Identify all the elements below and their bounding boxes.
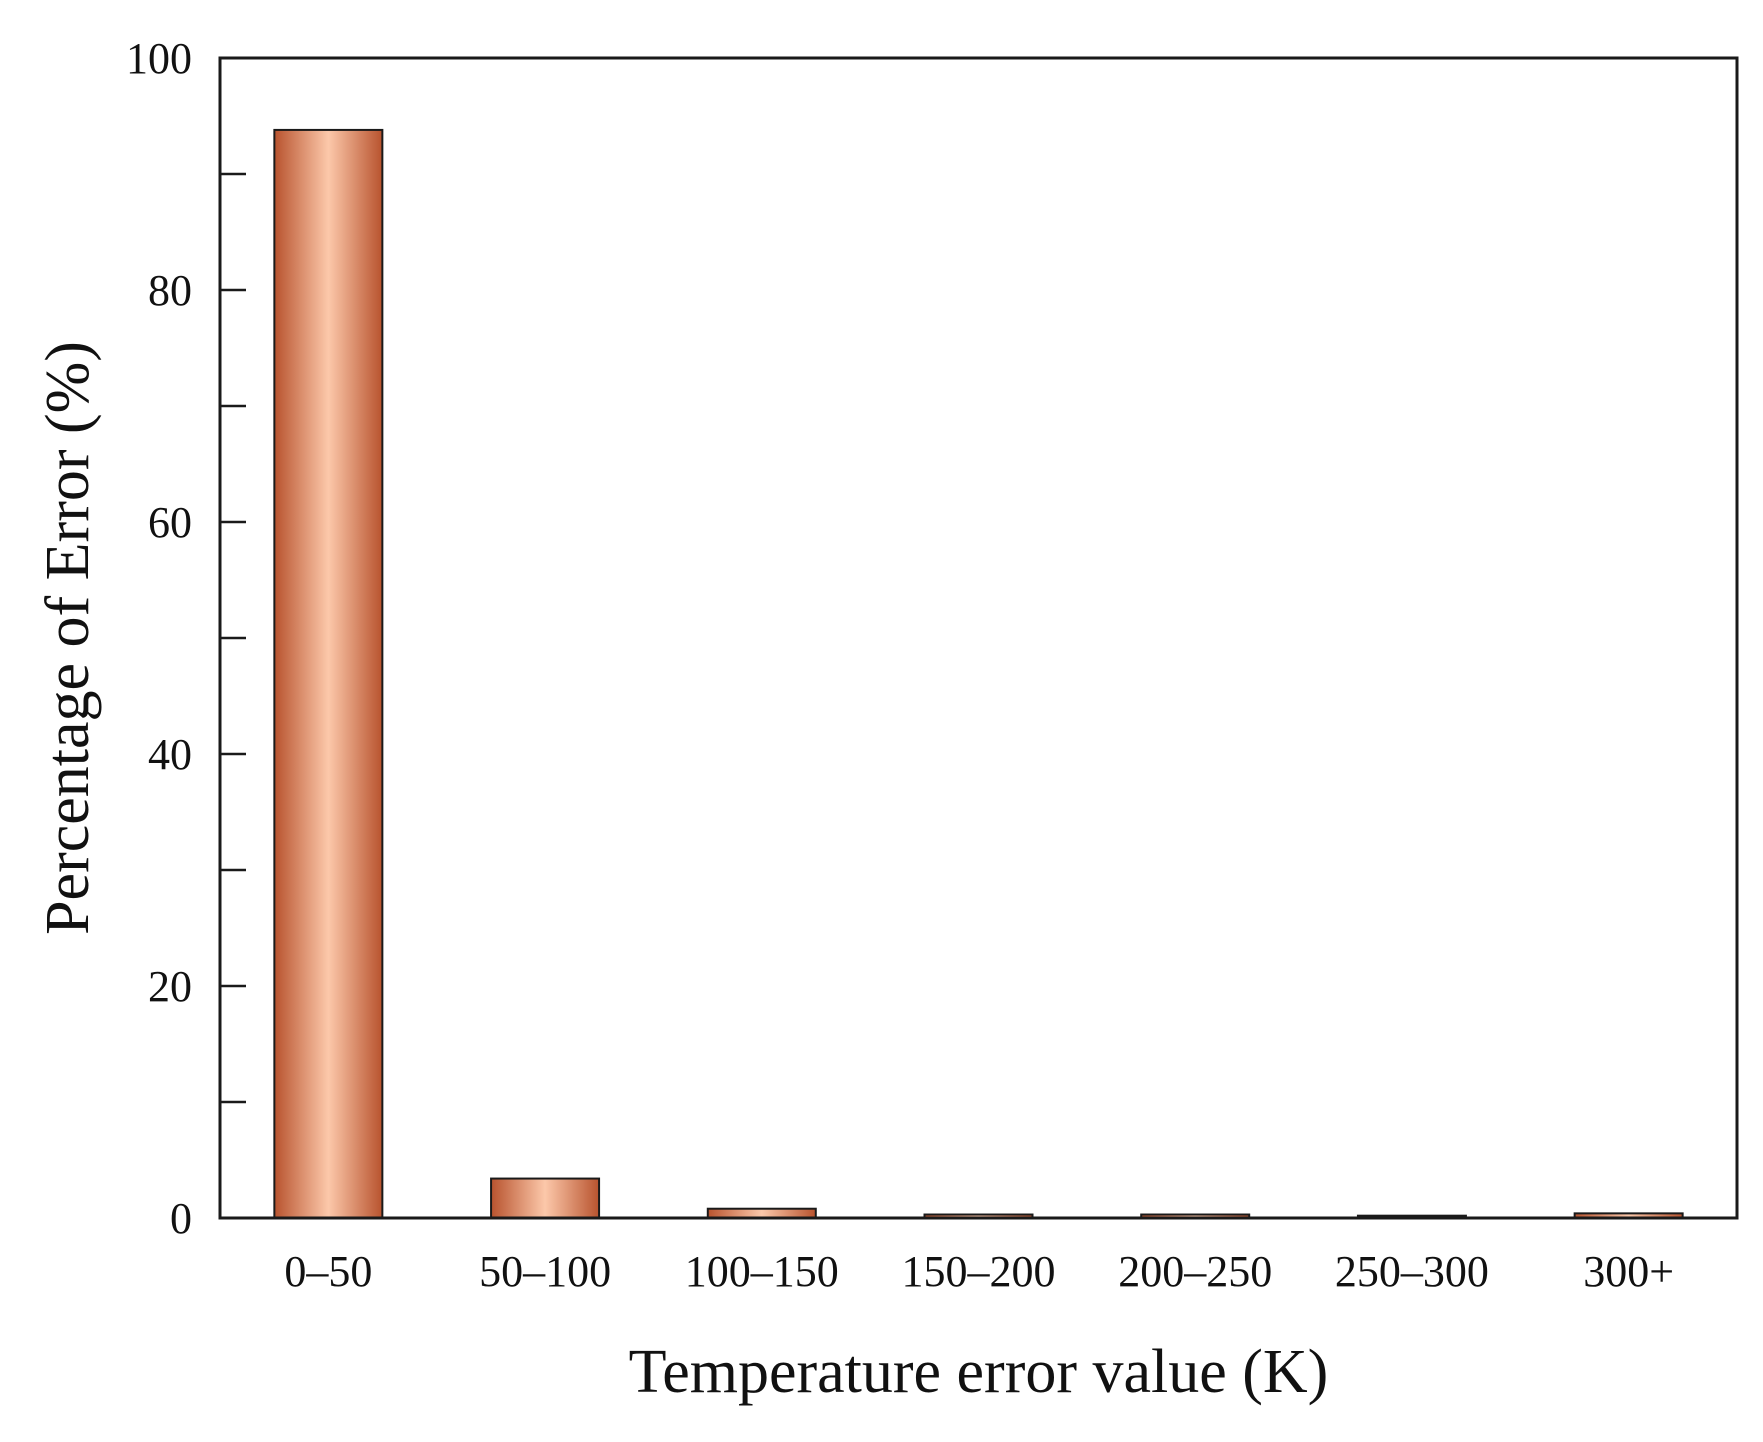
plot-area-frame bbox=[218, 56, 1739, 1220]
x-axis-ticks: 0–50 50–100 100–150 150–200 200–250 250–300 30… bbox=[284, 1247, 1674, 1296]
x-tick-label-6: 300+ bbox=[1583, 1247, 1674, 1296]
bars-group bbox=[273, 128, 1684, 1220]
bar-0 bbox=[273, 128, 384, 1219]
x-tick-label-2: 100–150 bbox=[685, 1247, 839, 1296]
x-tick-label-1: 50–100 bbox=[479, 1247, 611, 1296]
y-axis-ticks: 0 20 40 60 80 100 bbox=[126, 34, 246, 1243]
x-tick-label-5: 250–300 bbox=[1335, 1247, 1489, 1296]
x-tick-label-4: 200–250 bbox=[1118, 1247, 1272, 1296]
bar-1 bbox=[490, 1177, 601, 1220]
y-tick-label-0: 0 bbox=[170, 1194, 192, 1243]
x-tick-label-0: 0–50 bbox=[284, 1247, 372, 1296]
y-tick-label-3: 60 bbox=[148, 498, 192, 547]
y-tick-label-5: 100 bbox=[126, 34, 192, 83]
y-axis-title: Percentage of Error (%) bbox=[34, 341, 102, 935]
y-tick-label-1: 20 bbox=[148, 962, 192, 1011]
y-tick-label-4: 80 bbox=[148, 266, 192, 315]
x-tick-label-3: 150–200 bbox=[902, 1247, 1056, 1296]
y-tick-label-2: 40 bbox=[148, 730, 192, 779]
x-axis-title: Temperature error value (K) bbox=[629, 1338, 1329, 1406]
